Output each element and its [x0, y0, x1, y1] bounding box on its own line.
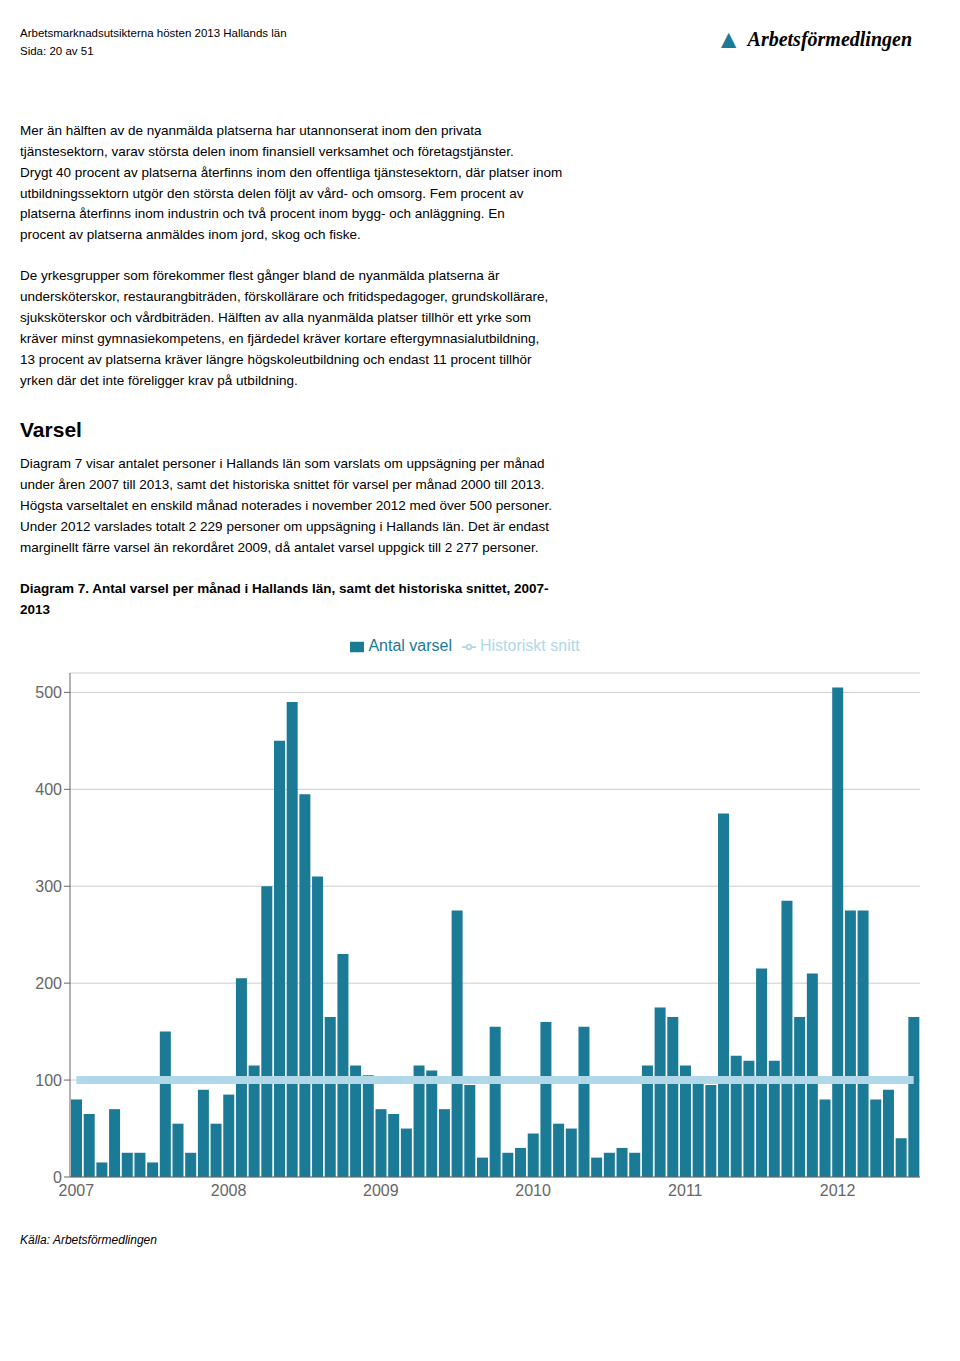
svg-text:2009: 2009: [363, 1182, 399, 1199]
svg-text:100: 100: [35, 1072, 62, 1089]
svg-text:2008: 2008: [211, 1182, 247, 1199]
svg-text:400: 400: [35, 781, 62, 798]
html-text:▲ Arbetsförmedlingen: ▲ Arbetsförmedlingen: [715, 24, 912, 54]
svg-text:500: 500: [35, 684, 62, 701]
svg-text:2010: 2010: [515, 1182, 551, 1199]
html-text:Antal varsel: Antal varsel: [368, 636, 452, 654]
html-text:Varsel: Varsel: [20, 417, 82, 441]
html-text:Diagram 7. Antal varsel per må: Diagram 7. Antal varsel per månad i Hall…: [20, 581, 549, 617]
svg-text:2012: 2012: [820, 1182, 856, 1199]
svg-text:200: 200: [35, 975, 62, 992]
html-text:Historiskt snitt: Historiskt snitt: [480, 636, 580, 654]
svg-text:2007: 2007: [59, 1182, 95, 1199]
svg-text:2011: 2011: [668, 1182, 703, 1199]
html-text:Mer än hälften av de nyanmälda: Mer än hälften av de nyanmälda platserna…: [20, 122, 563, 243]
html-text:De yrkesgrupper som förekommer: De yrkesgrupper som förekommer flest gån…: [20, 268, 549, 388]
svg-text:300: 300: [35, 878, 62, 895]
html-text:Arbetsmarknadsutsikterna höste: Arbetsmarknadsutsikterna hösten 2013 Hal…: [20, 27, 287, 39]
svg-text:0: 0: [53, 1169, 62, 1186]
html-text:Sida: 20 av 51: Sida: 20 av 51: [20, 45, 94, 58]
html-text:Diagram 7 visar antalet person: Diagram 7 visar antalet personer i Halla…: [20, 456, 553, 556]
html-text:Källa: Arbetsförmedlingen: Källa: Arbetsförmedlingen: [20, 1232, 157, 1247]
